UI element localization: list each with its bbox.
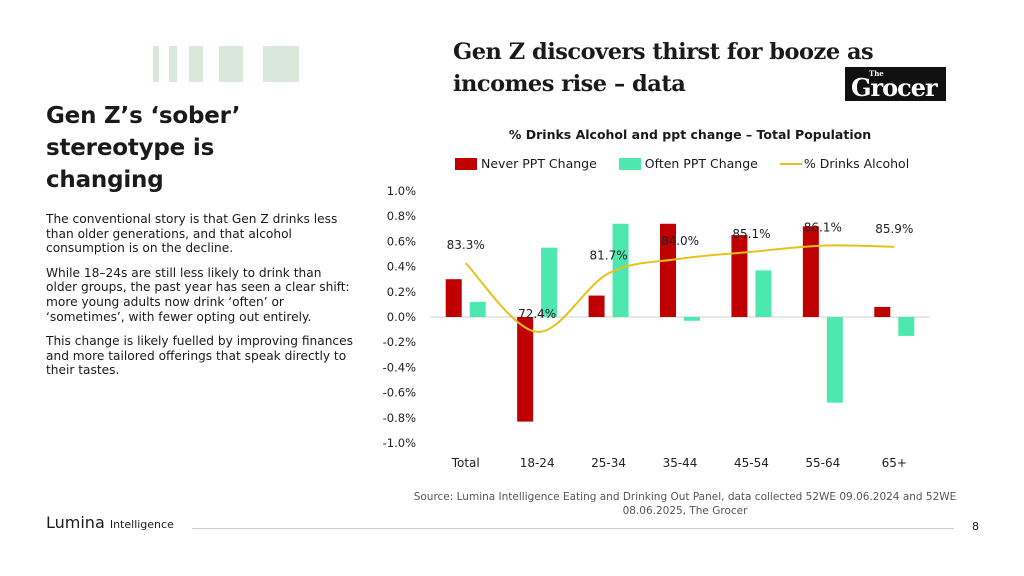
bar-often xyxy=(826,317,843,403)
body-text: The conventional story is that Gen Z dri… xyxy=(46,212,356,388)
bar-never xyxy=(802,226,819,317)
x-tick-label: 18-24 xyxy=(520,456,555,470)
legend-label-often: Often PPT Change xyxy=(644,156,758,171)
bar-never xyxy=(517,317,534,422)
x-tick-label: 55-64 xyxy=(805,456,840,470)
legend-label-never: Never PPT Change xyxy=(481,156,597,171)
legend-swatch-drinks xyxy=(779,162,802,165)
footer-rule xyxy=(192,528,954,529)
x-tick-label: 65+ xyxy=(882,456,907,470)
deco-bar xyxy=(219,46,243,82)
article-headline: Gen Z discovers thirst for booze as inco… xyxy=(453,39,874,97)
bar-often xyxy=(541,247,558,317)
grocer-logo-the: The xyxy=(869,69,884,78)
x-tick-label: 45-54 xyxy=(734,456,769,470)
the-grocer-logo: The Grocer xyxy=(845,67,946,102)
bar-line-chart: -1.0% -0.8% -0.6% -0.4% -0.2% 0.0% 0.2% 0.4% 0.6… xyxy=(383,184,930,470)
deco-bar xyxy=(169,46,177,82)
bar-often xyxy=(684,317,700,321)
logo-main: Lumina xyxy=(46,513,105,532)
lumina-logo: Lumina Intelligence xyxy=(46,513,174,532)
x-tick-label: 25-34 xyxy=(591,456,626,470)
legend-item-drinks: % Drinks Alcohol xyxy=(779,156,910,171)
y-tick-label: 0.8% xyxy=(387,209,416,223)
slide-heading: Gen Z’s ‘sober’ stereotype is changing xyxy=(46,103,241,193)
y-tick-label: -0.8% xyxy=(383,411,416,425)
y-tick-label: 1.0% xyxy=(387,184,416,198)
y-tick-label: -0.2% xyxy=(383,335,416,349)
data-label-drinks: 84.0% xyxy=(661,234,699,248)
y-tick-label: 0.4% xyxy=(387,260,416,274)
bar-often xyxy=(612,223,629,317)
bar-never xyxy=(660,223,676,317)
data-label-drinks: 86.1% xyxy=(804,221,842,235)
deco-bar xyxy=(263,46,299,82)
legend-item-never: Never PPT Change xyxy=(455,156,597,171)
y-tick-label: -1.0% xyxy=(383,436,416,450)
data-label-drinks: 81.7% xyxy=(590,248,628,262)
deco-bar xyxy=(189,46,203,82)
chart-title: % Drinks Alcohol and ppt change – Total … xyxy=(508,127,872,142)
bar-often xyxy=(755,270,772,317)
y-tick-label: 0.0% xyxy=(387,310,416,324)
bar-never xyxy=(731,235,748,317)
paragraph: The conventional story is that Gen Z dri… xyxy=(46,212,338,256)
data-label-drinks: 83.3% xyxy=(447,238,485,252)
data-label-drinks: 85.1% xyxy=(732,227,770,241)
bar-often xyxy=(898,317,915,336)
paragraph: This change is likely fuelled by improvi… xyxy=(46,334,353,378)
source-note: Source: Lumina Intelligence Eating and D… xyxy=(413,491,957,517)
line-drinks-alcohol xyxy=(465,244,895,333)
y-tick-label: -0.4% xyxy=(383,360,416,374)
legend-swatch-often xyxy=(618,157,641,170)
paragraph: While 18–24s are still less likely to dr… xyxy=(46,265,350,324)
logo-sub: Intelligence xyxy=(109,518,174,531)
chart-legend: Never PPT Change Often PPT Change % Drin… xyxy=(455,156,931,171)
x-tick-label: 35-44 xyxy=(663,456,698,470)
legend-item-often: Often PPT Change xyxy=(618,156,758,171)
decorative-bars xyxy=(153,46,299,82)
deco-bar xyxy=(153,46,159,82)
legend-swatch-never xyxy=(455,157,477,170)
bar-never xyxy=(588,295,605,317)
y-tick-label: 0.6% xyxy=(387,234,416,248)
bar-never xyxy=(445,279,462,317)
y-tick-label: -0.6% xyxy=(383,386,416,400)
legend-label-drinks: % Drinks Alcohol xyxy=(803,156,910,171)
x-tick-label: Total xyxy=(451,456,480,470)
bar-often xyxy=(469,301,486,317)
page-number: 8 xyxy=(972,520,979,533)
data-label-drinks: 72.4% xyxy=(518,307,556,321)
data-label-drinks: 85.9% xyxy=(875,222,913,236)
y-tick-label: 0.2% xyxy=(387,285,416,299)
bar-never xyxy=(874,306,891,317)
grocer-logo-name: Grocer xyxy=(851,73,938,102)
